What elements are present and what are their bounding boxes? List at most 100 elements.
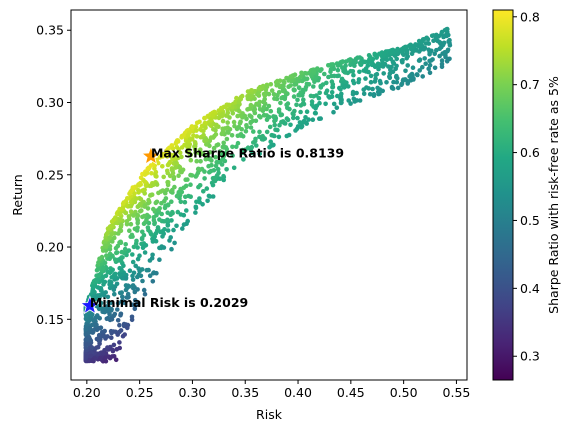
portfolio-point: [167, 173, 173, 179]
portfolio-point: [304, 109, 310, 114]
portfolio-point: [109, 354, 115, 359]
portfolio-point: [123, 242, 128, 247]
portfolio-point: [268, 82, 274, 87]
portfolio-point: [113, 357, 119, 363]
portfolio-point: [209, 158, 214, 163]
portfolio-point: [309, 102, 315, 107]
portfolio-point: [262, 96, 268, 102]
portfolio-point: [165, 223, 171, 228]
portfolio-point: [162, 227, 167, 232]
portfolio-point: [193, 205, 199, 211]
portfolio-point: [323, 101, 328, 107]
portfolio-point: [179, 154, 184, 160]
portfolio-point: [133, 241, 139, 246]
portfolio-point: [326, 74, 331, 80]
portfolio-point: [384, 80, 389, 85]
portfolio-point: [202, 138, 207, 144]
portfolio-point: [272, 122, 278, 128]
portfolio-point: [338, 87, 343, 92]
portfolio-point: [275, 127, 280, 133]
portfolio-point: [178, 199, 184, 205]
portfolio-point: [336, 73, 342, 78]
portfolio-point: [90, 329, 96, 335]
portfolio-point: [226, 102, 232, 108]
portfolio-point: [276, 90, 282, 95]
portfolio-point: [306, 117, 311, 122]
portfolio-point: [286, 78, 291, 83]
portfolio-point: [372, 64, 378, 70]
portfolio-point: [149, 255, 155, 261]
portfolio-point: [404, 48, 410, 53]
portfolio-point: [109, 268, 114, 274]
portfolio-point: [291, 87, 297, 93]
portfolio-point: [363, 76, 368, 81]
portfolio-point: [371, 93, 377, 98]
portfolio-point: [101, 333, 106, 339]
portfolio-point: [255, 91, 261, 97]
portfolio-point: [210, 194, 216, 199]
portfolio-point: [351, 72, 356, 78]
portfolio-point: [197, 119, 202, 125]
portfolio-point: [264, 84, 270, 89]
y-axis-label: Return: [10, 174, 25, 215]
portfolio-point: [268, 139, 274, 144]
portfolio-point: [149, 171, 154, 176]
portfolio-point: [332, 73, 337, 79]
portfolio-point: [107, 235, 112, 241]
portfolio-point: [87, 330, 92, 335]
portfolio-point: [129, 317, 135, 323]
portfolio-point: [188, 182, 193, 187]
portfolio-point: [329, 79, 335, 84]
portfolio-point: [441, 40, 447, 46]
portfolio-point: [134, 228, 140, 233]
portfolio-point: [181, 222, 187, 227]
portfolio-point: [115, 318, 121, 323]
portfolio-point: [147, 273, 153, 279]
portfolio-point: [299, 70, 304, 76]
portfolio-point: [125, 295, 131, 300]
portfolio-point: [237, 121, 243, 126]
portfolio-point: [119, 249, 125, 255]
portfolio-point: [291, 115, 296, 121]
portfolio-point: [335, 67, 341, 73]
portfolio-point: [251, 140, 256, 145]
portfolio-point: [268, 108, 274, 114]
portfolio-point: [375, 85, 380, 91]
portfolio-point: [130, 277, 136, 282]
portfolio-point: [105, 226, 111, 231]
portfolio-point: [384, 57, 390, 63]
portfolio-point: [185, 133, 191, 138]
portfolio-point: [402, 44, 408, 50]
portfolio-point: [192, 146, 198, 152]
portfolio-point: [111, 342, 117, 348]
portfolio-point: [356, 77, 362, 82]
portfolio-point: [150, 252, 155, 258]
portfolio-point: [181, 133, 186, 138]
portfolio-point: [157, 245, 162, 251]
portfolio-point: [128, 199, 134, 205]
colorbar: 0.3 0.4 0.5 0.6 0.7 0.8 Sharpe Ratio with risk…: [492, 9, 561, 381]
portfolio-point: [281, 84, 286, 89]
portfolio-point: [340, 59, 346, 64]
portfolio-point: [169, 218, 174, 223]
portfolio-point: [170, 146, 176, 151]
portfolio-point: [153, 231, 159, 236]
portfolio-point: [408, 45, 413, 51]
portfolio-point: [110, 254, 115, 259]
portfolio-point: [298, 74, 304, 79]
portfolio-point: [224, 136, 230, 142]
x-tick-label: 0.50: [390, 385, 418, 400]
portfolio-point: [211, 145, 217, 151]
portfolio-point: [165, 202, 171, 207]
portfolio-point: [157, 217, 162, 222]
portfolio-point: [250, 150, 255, 156]
portfolio-point: [293, 81, 299, 87]
portfolio-point: [163, 196, 169, 201]
portfolio-point: [98, 304, 103, 309]
portfolio-point: [137, 268, 142, 274]
portfolio-point: [274, 83, 279, 88]
portfolio-point: [87, 326, 93, 331]
portfolio-point: [282, 96, 288, 102]
portfolio-point: [343, 59, 349, 64]
portfolio-point: [234, 144, 239, 149]
